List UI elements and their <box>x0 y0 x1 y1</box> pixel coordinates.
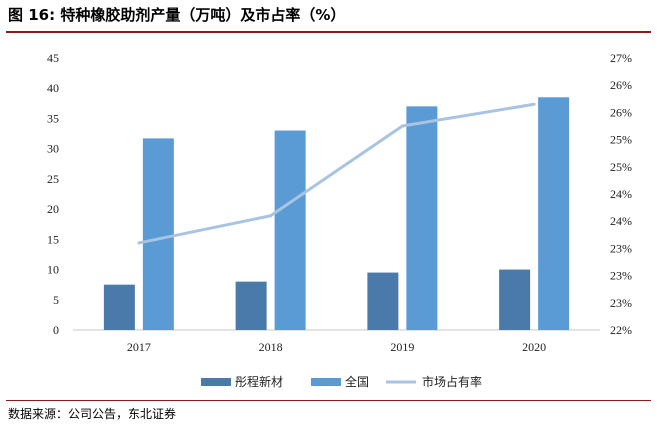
left-tick-label: 20 <box>47 202 59 216</box>
right-tick-label: 22% <box>610 323 632 337</box>
line-point <box>137 241 141 245</box>
left-tick-label: 40 <box>47 81 59 95</box>
left-tick-label: 10 <box>47 263 59 277</box>
bar <box>499 269 531 330</box>
left-tick-label: 15 <box>47 232 59 246</box>
left-tick-label: 45 <box>47 51 59 65</box>
legend: 彤程新材 全国 市场占有率 <box>201 374 482 389</box>
left-tick-label: 0 <box>53 323 59 337</box>
bars <box>103 97 570 331</box>
axes: 0 5 10 15 20 25 30 35 40 45 22% 23% 23% 23% 24% 24% 25% 2… <box>47 51 632 354</box>
right-tick-label: 26% <box>610 78 632 92</box>
source-note: 数据来源：公司公告，东北证券 <box>8 407 177 421</box>
share-line <box>137 102 536 245</box>
bar <box>406 106 438 330</box>
left-tick-label: 5 <box>53 293 59 307</box>
line-series <box>138 102 535 245</box>
bar <box>142 138 174 330</box>
x-tick-label: 2017 <box>127 340 151 354</box>
right-tick-label: 23% <box>610 269 632 283</box>
right-tick-label: 25% <box>610 160 632 174</box>
line-point <box>532 102 536 106</box>
right-tick-label: 26% <box>610 105 632 119</box>
left-tick-label: 35 <box>47 111 59 125</box>
legend-label: 彤程新材 <box>235 374 283 389</box>
bar <box>367 272 399 330</box>
x-tick-label: 2019 <box>390 340 414 354</box>
legend-swatch <box>201 378 231 386</box>
bar <box>538 97 570 331</box>
chart-title: 图 16: 特种橡胶助剂产量（万吨）及市占率（%） <box>8 6 346 24</box>
right-tick-label: 24% <box>610 187 632 201</box>
line-point <box>400 124 404 128</box>
x-tick-label: 2018 <box>259 340 283 354</box>
bar <box>235 281 267 330</box>
left-tick-label: 25 <box>47 172 59 186</box>
x-tick-label: 2020 <box>522 340 546 354</box>
source-divider <box>6 400 651 401</box>
right-tick-label: 23% <box>610 241 632 255</box>
right-tick-label: 25% <box>610 133 632 147</box>
legend-swatch <box>311 378 341 386</box>
bar <box>274 130 306 330</box>
bar <box>103 284 135 330</box>
left-tick-label: 30 <box>47 142 59 156</box>
title-divider <box>6 31 651 33</box>
legend-label: 全国 <box>345 374 369 389</box>
right-tick-label: 24% <box>610 214 632 228</box>
line-point <box>269 214 273 218</box>
legend-label: 市场占有率 <box>422 374 482 389</box>
right-tick-label: 23% <box>610 296 632 310</box>
right-tick-label: 27% <box>610 51 632 65</box>
